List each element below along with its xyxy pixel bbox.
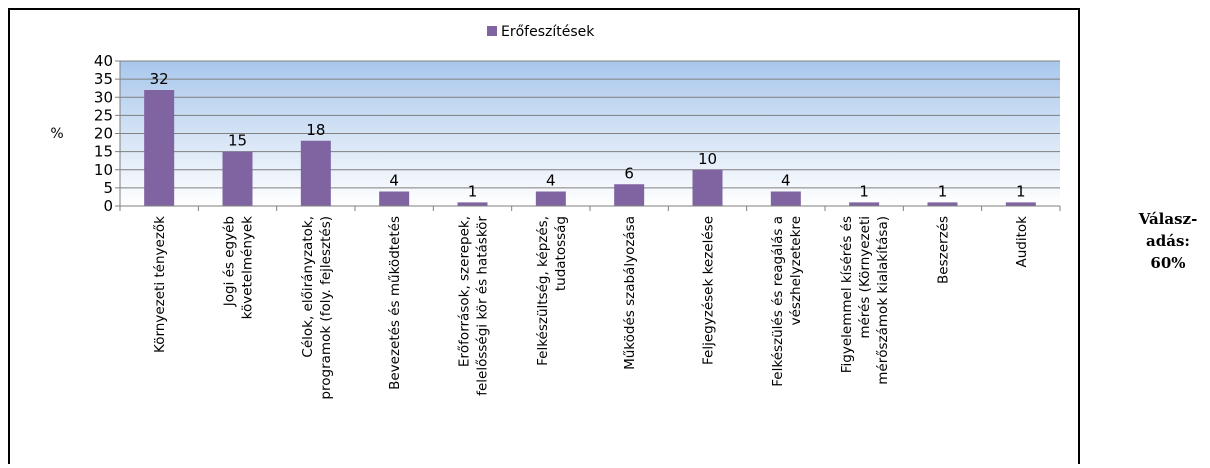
data-label: 4 [781, 172, 791, 190]
bar [849, 202, 880, 206]
response-rate-line3: 60% [1150, 254, 1186, 272]
x-category-label: Környezeti tényezők [152, 216, 168, 353]
data-label: 6 [624, 164, 634, 182]
x-category-label-line: mérőszámok kialakítása) [875, 216, 891, 385]
x-category-label-line: programok (foly. fejlesztés) [318, 216, 334, 400]
data-label: 4 [389, 172, 399, 190]
bar [692, 169, 723, 206]
bar [379, 191, 410, 206]
response-rate-line1: Válasz- [1138, 210, 1198, 228]
y-tick-label: 0 [103, 197, 113, 215]
data-label: 1 [1016, 182, 1026, 200]
y-tick-label: 5 [103, 179, 113, 197]
bar [222, 151, 253, 206]
y-tick-label: 40 [94, 52, 113, 70]
x-category-label-line: tudatosság [553, 216, 569, 291]
y-axis-label: % [50, 126, 63, 142]
x-category-label-line: Beszerzés [936, 216, 952, 284]
bar [300, 140, 331, 206]
x-category-label-line: Környezeti tényezők [152, 216, 168, 353]
x-category-label-line: Jogi és egyéb [222, 216, 238, 307]
x-category-label-line: Felkészültség, képzés, [535, 216, 551, 366]
data-label: 15 [228, 132, 247, 150]
x-category-label: Jogi és egyéb követelmények [222, 216, 256, 320]
x-category-label: Felkészülés és reagálás a vészhelyzetekre [770, 216, 804, 387]
y-tick-label: 10 [94, 161, 113, 179]
data-label: 1 [938, 182, 948, 200]
x-category-label: Bevezetés és működtetés [387, 216, 403, 390]
data-label: 1 [859, 182, 869, 200]
legend-swatch [487, 26, 497, 36]
bar [535, 191, 566, 206]
bar [457, 202, 488, 206]
y-tick-label: 35 [94, 70, 113, 88]
x-category-label: Feljegyzések kezelése [701, 216, 717, 365]
bar [770, 191, 801, 206]
legend-label: Erőfeszítések [501, 24, 595, 40]
y-tick-label: 30 [94, 88, 113, 106]
y-tick-label: 25 [94, 106, 113, 124]
x-category-label-line: Működés szabályozása [622, 216, 638, 370]
x-category-label: Működés szabályozása [622, 216, 638, 370]
bar [927, 202, 958, 206]
y-tick-label: 15 [94, 143, 113, 161]
x-category-label-line: mérés (Környezeti [857, 216, 873, 339]
x-category-label-line: vészhelyzetekre [788, 216, 804, 325]
bar [614, 184, 645, 206]
x-category-label-line: követelmények [240, 216, 256, 320]
bar [1005, 202, 1036, 206]
x-category-label: Beszerzés [936, 216, 952, 284]
x-category-label-line: Bevezetés és működtetés [387, 216, 403, 390]
data-label: 10 [698, 150, 717, 168]
x-category-label: Figyelemmel kísérés és mérés (Környezeti m… [839, 216, 891, 385]
response-rate-label: Válasz- adás: 60% [1128, 208, 1208, 274]
x-category-label-line: felelősségi kör és hatáskör [475, 216, 491, 396]
data-label: 1 [468, 182, 478, 200]
x-category-label: Célok, előirányzatok, programok (foly. fe… [300, 216, 334, 400]
x-category-label-line: Erőforrások, szerepek, [457, 216, 473, 367]
data-label: 32 [150, 70, 169, 88]
x-category-label-line: Figyelemmel kísérés és [839, 216, 855, 373]
x-category-label: Auditok [1014, 216, 1030, 268]
response-rate-line2: adás: [1146, 232, 1190, 250]
x-category-label-line: Felkészülés és reagálás a [770, 216, 786, 387]
x-category-label-line: Célok, előirányzatok, [300, 216, 316, 358]
data-label: 4 [546, 172, 556, 190]
bar [144, 90, 175, 206]
chart-frame [8, 8, 1080, 464]
x-category-label: Erőforrások, szerepek, felelősségi kör és… [457, 216, 491, 396]
x-category-label-line: Feljegyzések kezelése [701, 216, 717, 365]
y-tick-label: 20 [94, 125, 113, 143]
x-category-label: Felkészültség, képzés, tudatosság [535, 216, 569, 366]
data-label: 18 [306, 121, 325, 139]
x-category-label-line: Auditok [1014, 216, 1030, 268]
